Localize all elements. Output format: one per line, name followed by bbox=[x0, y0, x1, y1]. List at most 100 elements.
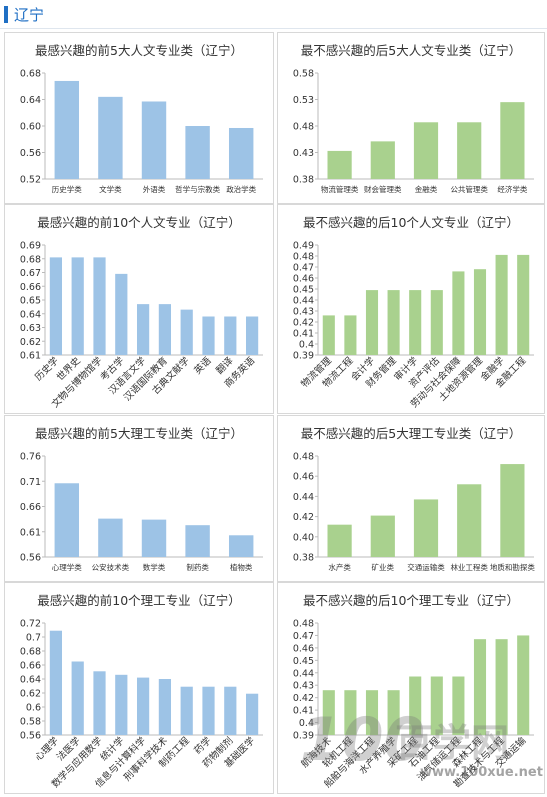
bar bbox=[158, 679, 172, 735]
y-tick-label: 0.66 bbox=[20, 661, 41, 672]
bar bbox=[457, 484, 482, 557]
chart: 最不感兴趣的后10个人文专业（辽宁）0.390.40.410.420.430.4… bbox=[293, 215, 534, 410]
y-tick-label: 0.39 bbox=[293, 351, 314, 362]
y-tick-label: 0.4 bbox=[299, 340, 314, 351]
y-tick-label: 0.45 bbox=[293, 285, 314, 296]
y-tick-label: 0.56 bbox=[20, 553, 41, 564]
x-tick-label: 财会管理类 bbox=[364, 184, 402, 194]
bar bbox=[49, 630, 63, 735]
y-tick-label: 0.48 bbox=[293, 619, 314, 630]
bar bbox=[98, 518, 123, 557]
bar bbox=[71, 661, 84, 735]
bar bbox=[365, 690, 379, 735]
bar bbox=[370, 515, 395, 557]
chart-panel: 最感兴趣的前10个理工专业（辽宁） 0.56 0.58 0.6 0.62 0.64 0.66… bbox=[4, 582, 274, 794]
chart: 最不感兴趣的后5大人文专业类（辽宁） 0.38 0.43 0.48 0.53 0.58 物流… bbox=[293, 43, 534, 194]
bar bbox=[370, 141, 395, 179]
chart: 最感兴趣的前5大理工专业类（辽宁） 0.56 0.61 0.66 0.71 0.76 心理学… bbox=[20, 426, 263, 572]
y-tick-label: 0.76 bbox=[20, 452, 41, 463]
y-tick-label: 0.38 bbox=[293, 175, 314, 186]
bar bbox=[413, 499, 439, 557]
y-tick-label: 0.52 bbox=[20, 175, 41, 186]
bar bbox=[54, 483, 80, 557]
bar bbox=[71, 257, 84, 355]
y-tick-label: 0.46 bbox=[293, 472, 314, 483]
bar bbox=[327, 524, 352, 557]
bar bbox=[228, 535, 254, 557]
y-tick-label: 0.42 bbox=[293, 512, 314, 523]
y-tick-label: 0.44 bbox=[293, 492, 314, 503]
bar bbox=[54, 80, 80, 179]
y-tick-label: 0.67 bbox=[20, 268, 41, 279]
bar bbox=[245, 316, 259, 355]
bar bbox=[180, 686, 193, 735]
watermark-url: www.100xue.net bbox=[420, 765, 543, 780]
y-tick-label: 0.44 bbox=[293, 296, 314, 307]
bar bbox=[141, 101, 167, 179]
x-tick-label: 英语 bbox=[192, 354, 214, 376]
bar bbox=[224, 316, 237, 355]
bar bbox=[473, 639, 487, 735]
x-tick-label: 数学类 bbox=[143, 562, 166, 572]
chart-panel: 最不感兴趣的后5大人文专业类（辽宁） 0.38 0.43 0.48 0.53 0.58 物流… bbox=[277, 32, 545, 204]
chart-title: 最感兴趣的前10个理工专业（辽宁） bbox=[37, 593, 240, 608]
bar bbox=[387, 690, 400, 735]
y-tick-label: 0.60 bbox=[20, 122, 41, 133]
bar bbox=[158, 304, 172, 355]
chart-title: 最不感兴趣的后10个理工专业（辽宁） bbox=[303, 593, 519, 608]
bar bbox=[344, 315, 357, 355]
bar bbox=[365, 290, 379, 355]
y-tick-label: 0.46 bbox=[293, 643, 314, 654]
chart: 最感兴趣的前10个人文专业（辽宁） 0.61 0.62 0.63 0.64 0.65 0.6… bbox=[20, 215, 263, 410]
y-tick-label: 0.69 bbox=[20, 241, 41, 252]
y-tick-label: 0.64 bbox=[20, 675, 41, 686]
y-tick-label: 0.40 bbox=[293, 532, 314, 543]
bar bbox=[517, 635, 530, 735]
y-tick-label: 0.43 bbox=[293, 148, 314, 159]
y-tick-label: 0.6 bbox=[26, 703, 41, 714]
bar bbox=[430, 290, 443, 355]
y-tick-label: 0.58 bbox=[293, 69, 314, 80]
chart: 最感兴趣的前5大人文专业类（辽宁） 0.52 0.56 0.60 0.64 0.68 历史学… bbox=[20, 43, 263, 194]
chart-title: 最不感兴趣的后5大人文专业类（辽宁） bbox=[301, 43, 521, 58]
bar bbox=[500, 102, 525, 179]
y-tick-label: 0.62 bbox=[20, 689, 41, 700]
bar bbox=[452, 676, 465, 735]
bar bbox=[115, 674, 128, 735]
x-tick-label: 制药类 bbox=[186, 562, 209, 572]
header-title: 辽宁 bbox=[14, 6, 45, 24]
x-tick-label: 植物类 bbox=[230, 562, 253, 572]
chart-title: 最感兴趣的前5大人文专业类（辽宁） bbox=[35, 43, 243, 58]
y-tick-label: 0.48 bbox=[293, 252, 314, 263]
bar bbox=[180, 309, 193, 355]
bar bbox=[49, 257, 63, 355]
y-tick-label: 0.48 bbox=[293, 122, 314, 133]
bar bbox=[387, 290, 400, 355]
bar bbox=[413, 122, 439, 179]
bar bbox=[224, 686, 237, 735]
y-tick-label: 0.7 bbox=[26, 633, 41, 644]
bar bbox=[327, 150, 352, 179]
y-tick-label: 0.61 bbox=[20, 351, 41, 362]
y-tick-label: 0.47 bbox=[293, 263, 314, 274]
bar bbox=[495, 639, 508, 735]
x-tick-label: 历史学类 bbox=[52, 184, 82, 194]
y-tick-label: 0.42 bbox=[293, 318, 314, 329]
chart-title: 最不感兴趣的后10个人文专业（辽宁） bbox=[303, 215, 519, 230]
y-tick-label: 0.68 bbox=[20, 254, 41, 265]
y-tick-label: 0.45 bbox=[293, 656, 314, 667]
x-tick-label: 外语类 bbox=[143, 184, 166, 194]
chart-title: 最感兴趣的前5大理工专业类（辽宁） bbox=[35, 426, 243, 441]
bar bbox=[115, 273, 128, 355]
bar bbox=[185, 525, 210, 557]
y-tick-label: 0.65 bbox=[20, 296, 41, 307]
x-tick-label: 心理学类 bbox=[52, 562, 82, 572]
bar bbox=[517, 254, 530, 355]
bar bbox=[202, 316, 215, 355]
x-tick-label: 文学类 bbox=[99, 184, 122, 194]
chart-panel: 最不感兴趣的后10个理工专业（辽宁） 0.39 0.4 0.41 0.42 0.43 0.4… bbox=[277, 582, 545, 794]
bar bbox=[473, 269, 487, 355]
y-tick-label: 0.63 bbox=[20, 323, 41, 334]
bar bbox=[322, 690, 335, 735]
